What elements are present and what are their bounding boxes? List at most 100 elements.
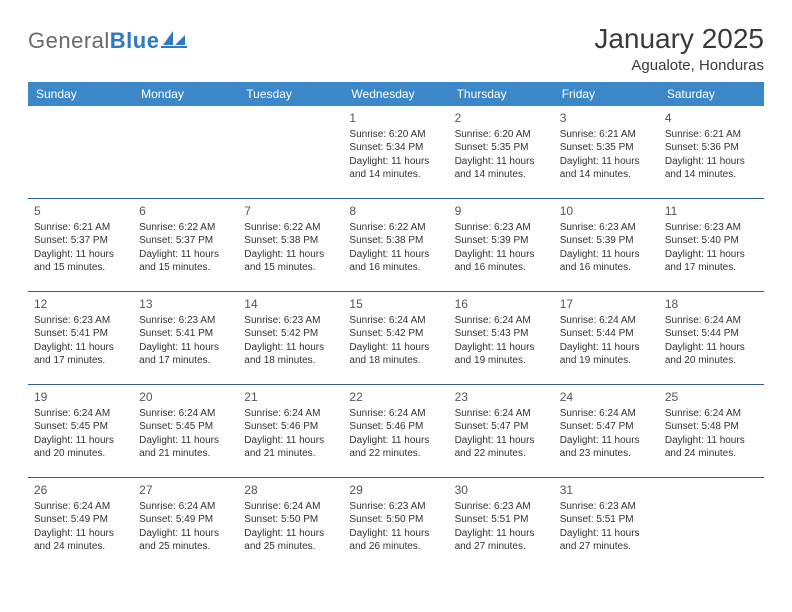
sunrise-line: Sunrise: 6:22 AM: [244, 221, 337, 235]
day-number: 15: [349, 296, 442, 312]
sunset-line: Sunset: 5:42 PM: [349, 327, 442, 341]
daylight-line: and 21 minutes.: [244, 447, 337, 461]
calendar-day-cell: 28Sunrise: 6:24 AMSunset: 5:50 PMDayligh…: [238, 477, 343, 570]
sunset-line: Sunset: 5:35 PM: [560, 141, 653, 155]
daylight-line: Daylight: 11 hours: [349, 527, 442, 541]
sunrise-line: Sunrise: 6:23 AM: [34, 314, 127, 328]
brand-text: GeneralBlue: [28, 28, 159, 54]
sunset-line: Sunset: 5:45 PM: [34, 420, 127, 434]
sunrise-line: Sunrise: 6:21 AM: [34, 221, 127, 235]
sunset-line: Sunset: 5:44 PM: [560, 327, 653, 341]
sunset-line: Sunset: 5:40 PM: [665, 234, 758, 248]
sunrise-line: Sunrise: 6:24 AM: [455, 407, 548, 421]
day-number: 20: [139, 389, 232, 405]
daylight-line: Daylight: 11 hours: [34, 248, 127, 262]
day-number: 29: [349, 482, 442, 498]
calendar-day-cell: [659, 477, 764, 570]
brand-part1: General: [28, 28, 110, 53]
sunset-line: Sunset: 5:50 PM: [244, 513, 337, 527]
daylight-line: Daylight: 11 hours: [455, 155, 548, 169]
sunrise-line: Sunrise: 6:23 AM: [665, 221, 758, 235]
sunrise-line: Sunrise: 6:23 AM: [560, 221, 653, 235]
calendar-day-cell: 23 Sunrise: 6:24 AMSunset: 5:47 PMDayligh…: [449, 384, 554, 477]
sunset-line: Sunset: 5:43 PM: [455, 327, 548, 341]
sunset-line: Sunset: 5:38 PM: [349, 234, 442, 248]
day-number: 17: [560, 296, 653, 312]
daylight-line: and 22 minutes.: [349, 447, 442, 461]
calendar-day-cell: 16Sunrise: 6:24 AMSunset: 5:43 PMDayligh…: [449, 291, 554, 384]
daylight-line: Daylight: 11 hours: [139, 248, 232, 262]
sunrise-line: Sunrise: 6:24 AM: [244, 500, 337, 514]
daylight-line: and 19 minutes.: [560, 354, 653, 368]
calendar-day-cell: 22Sunrise: 6:24 AMSunset: 5:46 PMDayligh…: [343, 384, 448, 477]
day-number: 31: [560, 482, 653, 498]
header: GeneralBlue January 2025 Agualote, Hondu…: [28, 24, 764, 74]
daylight-line: and 15 minutes.: [34, 261, 127, 275]
sunset-line: Sunset: 5:34 PM: [349, 141, 442, 155]
daylight-line: and 19 minutes.: [455, 354, 548, 368]
calendar-day-cell: 21Sunrise: 6:24 AMSunset: 5:46 PMDayligh…: [238, 384, 343, 477]
weekday-header: Monday: [133, 82, 238, 106]
sunrise-line: Sunrise: 6:23 AM: [139, 314, 232, 328]
sunrise-line: Sunrise: 6:22 AM: [349, 221, 442, 235]
month-title: January 2025: [594, 24, 764, 55]
daylight-line: and 14 minutes.: [455, 168, 548, 182]
sunset-line: Sunset: 5:46 PM: [244, 420, 337, 434]
daylight-line: Daylight: 11 hours: [665, 155, 758, 169]
daylight-line: and 17 minutes.: [139, 354, 232, 368]
calendar-day-cell: 31Sunrise: 6:23 AMSunset: 5:51 PMDayligh…: [554, 477, 659, 570]
calendar-day-cell: [133, 106, 238, 199]
brand-sail-icon: [161, 29, 187, 54]
daylight-line: and 22 minutes.: [455, 447, 548, 461]
day-number: 3: [560, 110, 653, 126]
sunrise-line: Sunrise: 6:24 AM: [139, 407, 232, 421]
brand-part2: Blue: [110, 28, 160, 53]
weekday-header: Thursday: [449, 82, 554, 106]
sunset-line: Sunset: 5:50 PM: [349, 513, 442, 527]
weekday-header: Wednesday: [343, 82, 448, 106]
daylight-line: and 20 minutes.: [665, 354, 758, 368]
sunset-line: Sunset: 5:51 PM: [455, 513, 548, 527]
daylight-line: Daylight: 11 hours: [455, 434, 548, 448]
sunset-line: Sunset: 5:44 PM: [665, 327, 758, 341]
day-number: 11: [665, 203, 758, 219]
calendar-day-cell: 3Sunrise: 6:21 AMSunset: 5:35 PMDaylight…: [554, 106, 659, 199]
daylight-line: and 15 minutes.: [244, 261, 337, 275]
sunrise-line: Sunrise: 6:23 AM: [560, 500, 653, 514]
sunrise-line: Sunrise: 6:20 AM: [349, 128, 442, 142]
calendar-body: 1Sunrise: 6:20 AMSunset: 5:34 PMDaylight…: [28, 106, 764, 570]
sunset-line: Sunset: 5:47 PM: [560, 420, 653, 434]
calendar-day-cell: 13Sunrise: 6:23 AMSunset: 5:41 PMDayligh…: [133, 291, 238, 384]
day-number: 12: [34, 296, 127, 312]
day-number: 6: [139, 203, 232, 219]
daylight-line: Daylight: 11 hours: [560, 248, 653, 262]
calendar-day-cell: 9Sunrise: 6:23 AMSunset: 5:39 PMDaylight…: [449, 198, 554, 291]
sunrise-line: Sunrise: 6:23 AM: [349, 500, 442, 514]
sunset-line: Sunset: 5:47 PM: [455, 420, 548, 434]
daylight-line: Daylight: 11 hours: [665, 248, 758, 262]
daylight-line: Daylight: 11 hours: [665, 434, 758, 448]
calendar-day-cell: 1Sunrise: 6:20 AMSunset: 5:34 PMDaylight…: [343, 106, 448, 199]
sunset-line: Sunset: 5:39 PM: [455, 234, 548, 248]
weekday-header: Friday: [554, 82, 659, 106]
daylight-line: Daylight: 11 hours: [349, 341, 442, 355]
daylight-line: and 17 minutes.: [34, 354, 127, 368]
brand-logo: GeneralBlue: [28, 28, 187, 54]
daylight-line: and 25 minutes.: [139, 540, 232, 554]
sunset-line: Sunset: 5:45 PM: [139, 420, 232, 434]
daylight-line: and 17 minutes.: [665, 261, 758, 275]
day-number: 2: [455, 110, 548, 126]
daylight-line: Daylight: 11 hours: [455, 341, 548, 355]
calendar-day-cell: 5Sunrise: 6:21 AMSunset: 5:37 PMDaylight…: [28, 198, 133, 291]
calendar-day-cell: 17Sunrise: 6:24 AMSunset: 5:44 PMDayligh…: [554, 291, 659, 384]
daylight-line: Daylight: 11 hours: [349, 248, 442, 262]
sunset-line: Sunset: 5:41 PM: [139, 327, 232, 341]
calendar-day-cell: 26Sunrise: 6:24 AMSunset: 5:49 PMDayligh…: [28, 477, 133, 570]
daylight-line: Daylight: 11 hours: [349, 434, 442, 448]
day-number: 5: [34, 203, 127, 219]
daylight-line: and 24 minutes.: [665, 447, 758, 461]
daylight-line: and 18 minutes.: [244, 354, 337, 368]
daylight-line: Daylight: 11 hours: [455, 527, 548, 541]
weekday-header: Sunday: [28, 82, 133, 106]
day-number: 23: [455, 389, 548, 405]
